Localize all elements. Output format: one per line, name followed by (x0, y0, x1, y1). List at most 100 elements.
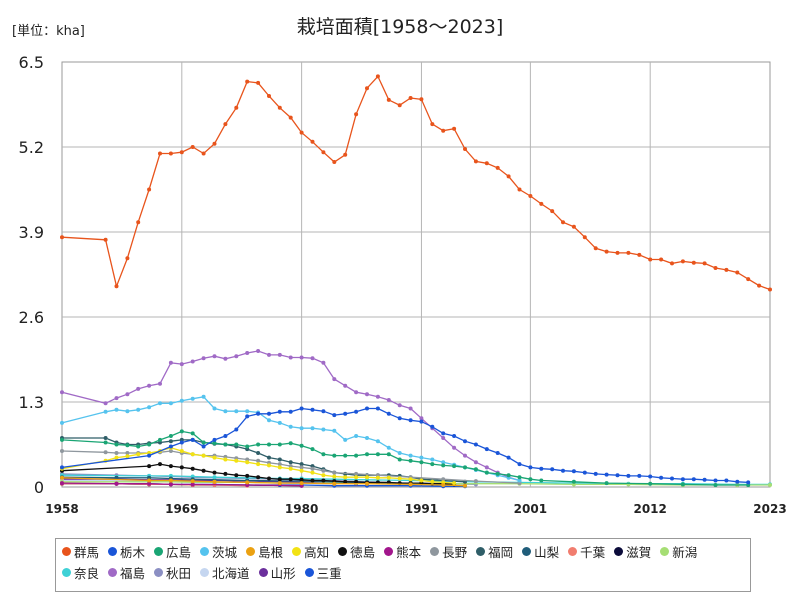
data-point (245, 351, 250, 355)
data-point (245, 444, 250, 449)
data-point (310, 426, 315, 431)
legend-item: 栃木 (108, 541, 145, 562)
data-point (288, 355, 293, 360)
data-point (190, 479, 195, 484)
legend-label: 福岡 (488, 545, 514, 560)
data-point (375, 439, 380, 444)
data-point (408, 482, 413, 487)
legend-marker (522, 547, 532, 556)
data-point (386, 398, 391, 402)
x-tick-label: 1969 (165, 502, 198, 516)
data-point (528, 194, 533, 198)
legend-label: 長野 (442, 545, 468, 560)
data-point (288, 424, 293, 429)
data-point (582, 235, 587, 240)
data-point (343, 475, 348, 480)
data-point (136, 452, 141, 457)
data-point (168, 439, 173, 444)
data-point (103, 450, 108, 455)
data-point (212, 354, 217, 359)
data-point (147, 405, 152, 410)
data-point (267, 476, 271, 481)
unit-label: [単位：kha] (12, 24, 85, 39)
data-point (277, 465, 282, 470)
data-point (103, 436, 108, 440)
data-point (517, 478, 522, 483)
data-point (397, 457, 402, 462)
data-point (517, 462, 522, 467)
chart-title: 栽培面積[1958～2023] (296, 16, 504, 38)
legend-label: 山梨 (534, 545, 560, 560)
data-point (60, 420, 64, 425)
data-point (408, 96, 413, 100)
legend-item: 新潟 (660, 541, 697, 562)
data-point (452, 445, 457, 450)
data-point (201, 444, 206, 449)
data-point (593, 471, 598, 476)
data-point (201, 356, 206, 361)
data-point (386, 445, 391, 450)
data-point (484, 465, 489, 470)
data-point (343, 453, 348, 458)
data-point (397, 476, 402, 481)
data-point (463, 483, 467, 488)
data-point (375, 394, 380, 399)
data-point (267, 352, 271, 357)
data-point (125, 454, 130, 459)
data-point (168, 464, 173, 469)
data-point (386, 97, 391, 102)
legend-label: 奈良 (74, 566, 100, 581)
data-point (288, 460, 293, 465)
data-point (277, 409, 282, 414)
data-point (561, 220, 565, 225)
data-point (419, 455, 424, 460)
data-point (332, 481, 337, 486)
data-point (375, 406, 380, 411)
data-point (473, 467, 478, 472)
data-point (179, 398, 184, 403)
data-point (386, 452, 391, 457)
data-point (430, 462, 435, 467)
legend-label: 北海道 (212, 566, 250, 581)
data-point (354, 453, 359, 458)
data-point (158, 151, 162, 156)
data-point (223, 442, 228, 447)
data-point (354, 390, 359, 395)
series-島根 (60, 475, 467, 488)
data-point (680, 482, 685, 487)
data-point (397, 103, 402, 108)
data-point (419, 419, 424, 424)
data-point (365, 452, 369, 457)
data-point (702, 477, 707, 482)
legend-label: 徳島 (350, 545, 376, 560)
data-point (212, 141, 217, 146)
legend: 群馬 栃木 広島 茨城 島根 高知 徳島 熊本 長野 福岡 山梨 千葉 滋賀 新潟 奈良 福島 秋田 北海道 山形 三… (55, 538, 751, 592)
data-point (604, 249, 609, 254)
legend-item: 島根 (246, 541, 283, 562)
legend-label: 千葉 (580, 545, 606, 560)
data-point (365, 86, 369, 91)
data-point (539, 466, 544, 471)
axes: 0 1.3 2.6 3.9 5.2 6.5 1958 1969 1980 1991 2001 2012… (19, 53, 787, 516)
data-point (158, 401, 162, 406)
data-point (147, 481, 152, 486)
data-point (441, 128, 446, 133)
data-point (179, 449, 184, 453)
data-point (452, 126, 457, 131)
data-point (506, 455, 511, 460)
data-point (136, 220, 141, 225)
data-point (136, 407, 141, 412)
legend-label: 山形 (270, 566, 296, 581)
data-point (103, 409, 108, 414)
data-point (179, 429, 184, 434)
data-point (365, 481, 369, 486)
x-tick-label: 2001 (514, 502, 547, 516)
data-point (190, 431, 195, 436)
data-point (746, 277, 751, 282)
data-point (212, 479, 217, 484)
data-point (321, 452, 326, 457)
legend-item: 熊本 (384, 541, 421, 562)
data-point (582, 470, 587, 475)
data-point (517, 187, 522, 192)
